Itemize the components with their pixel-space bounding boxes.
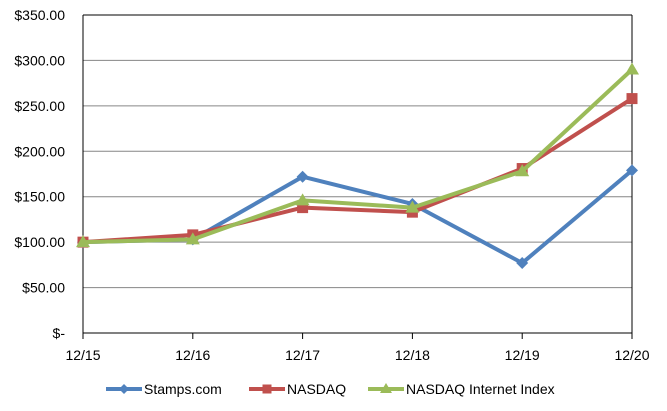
square-marker-icon	[297, 202, 309, 214]
legend-item: NASDAQ	[249, 381, 346, 397]
triangle-marker-icon	[185, 232, 200, 245]
legend-item: NASDAQ Internet Index	[368, 381, 555, 397]
series-line	[82, 68, 634, 245]
diamond-marker-icon	[119, 384, 129, 394]
x-tick-label: 12/15	[65, 347, 100, 363]
square-marker-icon	[626, 93, 638, 105]
legend-item: Stamps.com	[106, 381, 222, 397]
legend: Stamps.com NASDAQ NASDAQ Internet Index	[106, 381, 555, 397]
x-tick-label: 12/17	[285, 347, 320, 363]
axes	[82, 14, 633, 339]
y-tick-label: $-	[53, 325, 66, 341]
triangle-marker-icon	[380, 383, 392, 393]
diamond-marker-icon	[516, 257, 529, 270]
series-line	[82, 96, 634, 245]
x-tick-label: 12/20	[614, 347, 649, 363]
legend-label: NASDAQ Internet Index	[406, 381, 555, 397]
y-tick-label: $50.00	[22, 280, 65, 296]
y-tick-label: $350.00	[14, 7, 65, 23]
x-tick-label: 12/19	[505, 347, 540, 363]
x-axis-tick-labels: 12/15 12/16 12/17 12/18 12/19 12/20	[65, 347, 649, 363]
x-tick-label: 12/16	[175, 347, 210, 363]
series-line	[82, 168, 634, 266]
y-tick-label: $100.00	[14, 234, 65, 250]
y-tick-label: $300.00	[14, 52, 65, 68]
diamond-marker-icon	[626, 164, 638, 177]
data-series	[76, 62, 639, 270]
triangle-marker-icon	[76, 235, 90, 248]
legend-label: Stamps.com	[144, 381, 222, 397]
y-tick-label: $150.00	[14, 189, 65, 205]
legend-label: NASDAQ	[287, 381, 346, 397]
triangle-marker-icon	[405, 200, 420, 213]
series-nasdaq-internet-index	[76, 62, 639, 248]
triangle-marker-icon	[515, 164, 530, 177]
y-tick-label: $250.00	[14, 98, 65, 114]
series-nasdaq	[77, 93, 638, 248]
x-tick-label: 12/18	[395, 347, 430, 363]
y-tick-label: $200.00	[14, 143, 65, 159]
diamond-marker-icon	[296, 170, 309, 183]
square-marker-icon	[262, 384, 272, 394]
triangle-marker-icon	[295, 193, 310, 206]
series-stamps-com	[77, 164, 638, 270]
triangle-marker-icon	[625, 62, 639, 75]
y-axis-tick-labels: $- $50.00 $100.00 $150.00 $200.00 $250.00 $300…	[14, 7, 65, 341]
